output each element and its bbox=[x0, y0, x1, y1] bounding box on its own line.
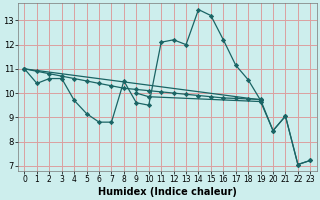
X-axis label: Humidex (Indice chaleur): Humidex (Indice chaleur) bbox=[98, 187, 237, 197]
